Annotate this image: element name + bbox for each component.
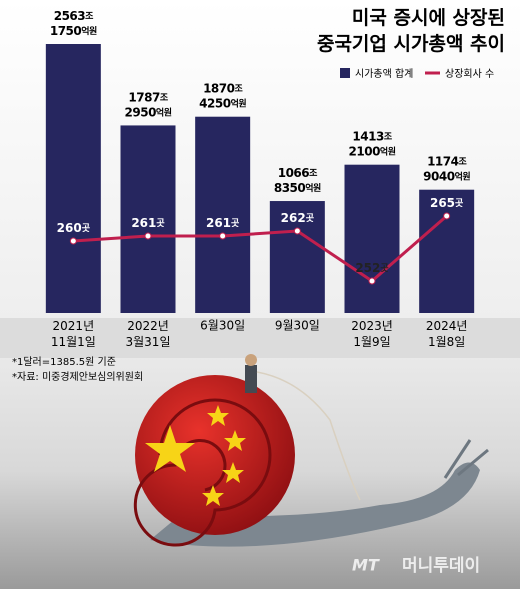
bar bbox=[269, 201, 325, 313]
category-strip bbox=[0, 318, 520, 358]
bar bbox=[344, 164, 400, 313]
line-point bbox=[219, 232, 227, 240]
x-tick-label: 2023년 1월9일 bbox=[351, 319, 393, 349]
legend-swatch bbox=[340, 68, 350, 78]
bar bbox=[45, 44, 101, 313]
line-point bbox=[368, 277, 376, 285]
bar bbox=[419, 189, 475, 313]
x-tick-label: 9월30일 bbox=[275, 319, 320, 333]
value-label: 2563조 1750억원 bbox=[50, 9, 97, 38]
value-label: 1413조 2100억원 bbox=[349, 129, 396, 158]
watermark: 머니투데이 bbox=[402, 556, 480, 576]
plot: 2563조 1750억원 2021년 11월1일 1787조 2950억원 2022년 3월3… bbox=[45, 9, 475, 349]
line-value-label: 261곳 bbox=[206, 216, 239, 230]
x-tick-label: 2021년 11월1일 bbox=[51, 319, 96, 349]
note: *자료: 미중경제안보심의위원회 bbox=[12, 370, 143, 383]
chart-title: 미국 증시에 상장된 중국기업 시가총액 추이 bbox=[317, 7, 505, 55]
snail-illustration bbox=[133, 354, 489, 547]
bar bbox=[120, 125, 176, 313]
x-tick-label: 2022년 3월31일 bbox=[126, 319, 171, 349]
legend-label: 상장회사 수 bbox=[445, 68, 494, 80]
line-point bbox=[293, 227, 301, 235]
bar bbox=[195, 116, 251, 314]
line-value-label: 265곳 bbox=[430, 196, 463, 210]
legend-label: 시가총액 합계 bbox=[355, 68, 413, 80]
x-tick-label: 6월30일 bbox=[200, 319, 245, 333]
note: *1달러=1385.5원 기준 bbox=[12, 356, 116, 368]
line-value-label: 252곳 bbox=[355, 261, 388, 275]
value-label: 1787조 2950억원 bbox=[125, 90, 172, 119]
value-label: 1870조 4250억원 bbox=[199, 81, 246, 110]
x-tick-label: 2024년 1월8일 bbox=[426, 319, 468, 349]
line-point bbox=[144, 232, 152, 240]
line bbox=[73, 214, 448, 283]
line-value-label: 260곳 bbox=[57, 221, 90, 235]
line-value-label: 262곳 bbox=[281, 211, 314, 225]
value-label: 1066조 8350억원 bbox=[274, 166, 321, 195]
line-point bbox=[443, 212, 451, 220]
value-label: 1174조 9040억원 bbox=[423, 154, 470, 183]
line-value-label: 261곳 bbox=[131, 216, 164, 230]
logo: MT bbox=[352, 556, 380, 575]
line-point bbox=[69, 237, 77, 245]
